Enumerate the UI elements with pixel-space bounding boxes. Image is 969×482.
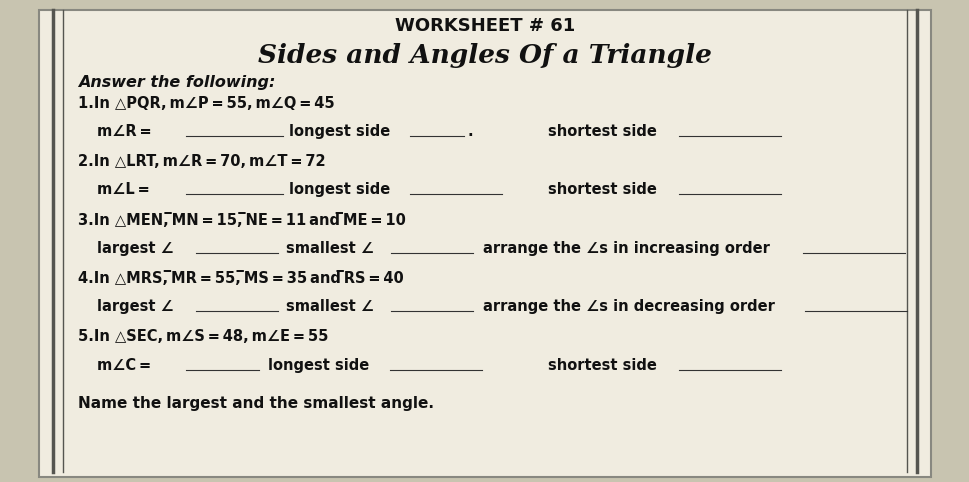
Text: shortest side: shortest side [547, 358, 656, 373]
Text: m∠C =: m∠C = [97, 358, 151, 373]
Text: Answer the following:: Answer the following: [78, 75, 274, 90]
Text: 4.In △MRS, ̅MR = 55, ̅MS = 35 and ̅RS = 40: 4.In △MRS, ̅MR = 55, ̅MS = 35 and ̅RS = … [78, 271, 403, 286]
Text: largest ∠: largest ∠ [97, 299, 173, 314]
Text: 3.In △MEN, ̅MN = 15, ̅NE = 11 and ̅ME = 10: 3.In △MEN, ̅MN = 15, ̅NE = 11 and ̅ME = … [78, 213, 405, 228]
Text: smallest ∠: smallest ∠ [286, 241, 374, 256]
Text: arrange the ∠s in increasing order: arrange the ∠s in increasing order [483, 241, 769, 256]
Text: m∠L =: m∠L = [97, 182, 149, 197]
Text: Name the largest and the smallest angle.: Name the largest and the smallest angle. [78, 396, 433, 411]
Text: WORKSHEET # 61: WORKSHEET # 61 [394, 17, 575, 35]
Text: longest side: longest side [267, 358, 368, 373]
Text: 5.In △SEC, m∠S = 48, m∠E = 55: 5.In △SEC, m∠S = 48, m∠E = 55 [78, 329, 328, 344]
FancyBboxPatch shape [39, 10, 930, 477]
Text: 1.In △PQR, m∠P = 55, m∠Q = 45: 1.In △PQR, m∠P = 55, m∠Q = 45 [78, 96, 334, 111]
Text: shortest side: shortest side [547, 182, 656, 197]
Text: longest side: longest side [289, 124, 390, 139]
Text: 2.In △LRT, m∠R = 70, m∠T = 72: 2.In △LRT, m∠R = 70, m∠T = 72 [78, 154, 325, 169]
Text: smallest ∠: smallest ∠ [286, 299, 374, 314]
Text: arrange the ∠s in decreasing order: arrange the ∠s in decreasing order [483, 299, 774, 314]
Text: .: . [467, 124, 473, 139]
Text: longest side: longest side [289, 182, 390, 197]
Text: largest ∠: largest ∠ [97, 241, 173, 256]
Text: shortest side: shortest side [547, 124, 656, 139]
Text: Sides and Angles Of a Triangle: Sides and Angles Of a Triangle [258, 43, 711, 68]
Text: m∠R =: m∠R = [97, 124, 151, 139]
